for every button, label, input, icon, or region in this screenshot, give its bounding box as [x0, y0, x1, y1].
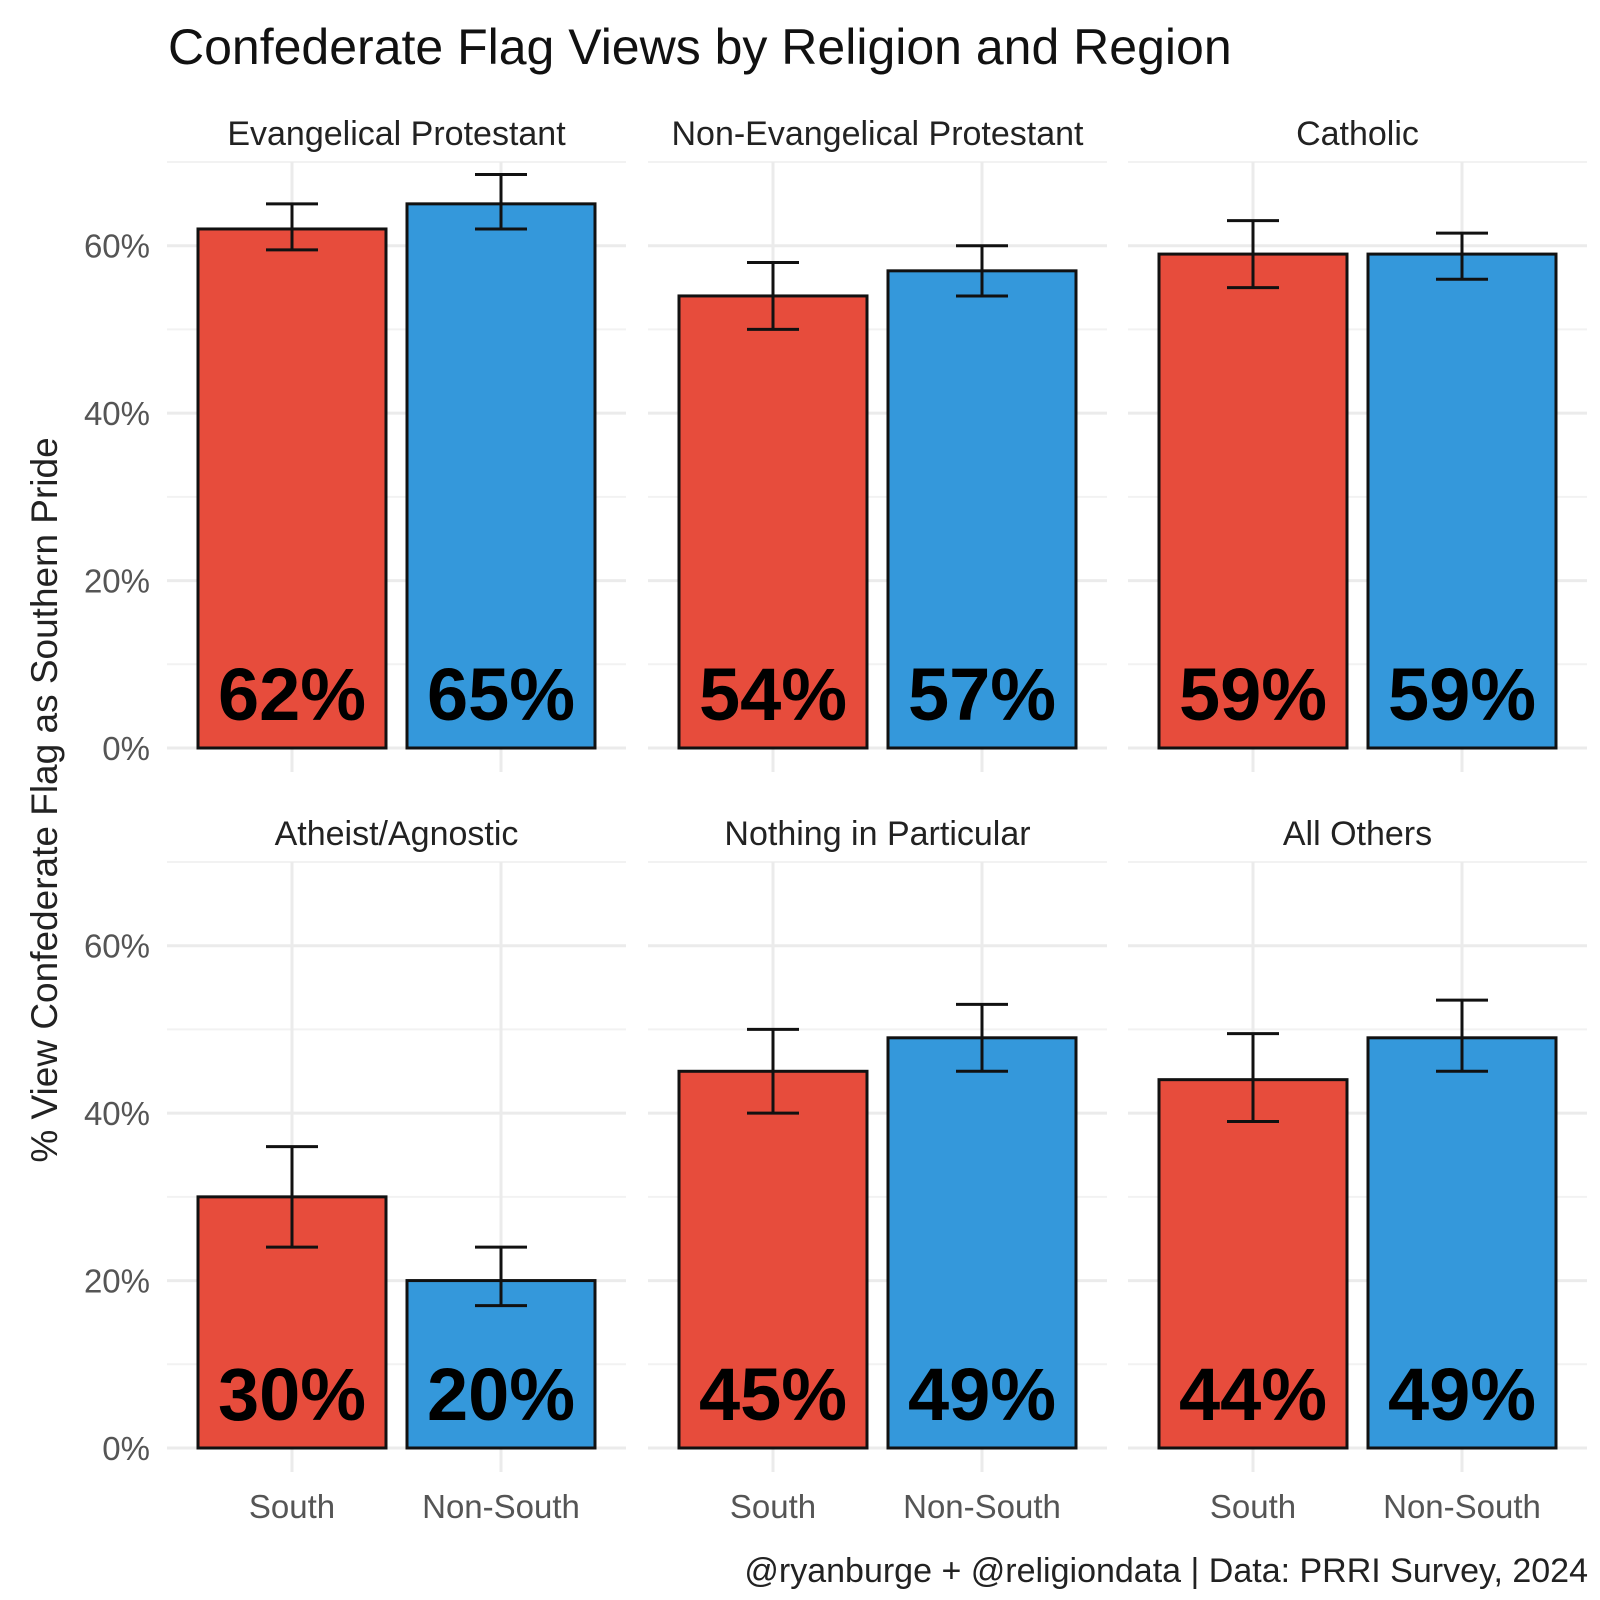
bar-value-label: 59%: [1179, 653, 1327, 736]
chart-title: Confederate Flag Views by Religion and R…: [168, 19, 1232, 75]
bar-south: [677, 1069, 869, 1450]
facet-panel: All Others 44% South 49% Non-South: [1128, 815, 1587, 1525]
bar-value-label: 30%: [218, 1353, 366, 1436]
bar-value-label: 45%: [699, 1353, 847, 1436]
y-tick-label: 20%: [84, 1263, 150, 1300]
bar-non-south: [405, 1279, 597, 1450]
facet-panel: Non-Evangelical Protestant 54% 57%: [648, 115, 1107, 772]
bar-value-label: 20%: [427, 1353, 575, 1436]
facet-panel: Nothing in Particular 45% South 49% Non-Sout…: [648, 815, 1107, 1525]
y-axis-title: % View Confederate Flag as Southern Prid…: [24, 437, 65, 1162]
bar-value-label: 54%: [699, 653, 847, 736]
bar-value-label: 49%: [1388, 1353, 1536, 1436]
facet-strip-label: Atheist/Agnostic: [275, 815, 519, 853]
x-tick-label: Non-South: [903, 1488, 1061, 1525]
bar-value-label: 57%: [908, 653, 1056, 736]
bar-value-label: 49%: [908, 1353, 1056, 1436]
facet-panel: Atheist/Agnostic 0% 20% 40% 60% 30% South 20% No…: [84, 815, 626, 1525]
facet-panels: Evangelical Protestant 0% 20% 40% 60% 62% 65% N…: [84, 115, 1587, 1525]
chart-caption: @ryanburge + @religiondata | Data: PRRI …: [744, 1552, 1588, 1590]
x-tick-label: Non-South: [422, 1488, 580, 1525]
bar-south: [1157, 252, 1349, 750]
x-tick-label: Non-South: [1383, 1488, 1541, 1525]
y-tick-label: 40%: [84, 1095, 150, 1132]
y-tick-label: 0%: [102, 1430, 150, 1467]
x-tick-label: South: [730, 1488, 816, 1525]
facet-strip-label: Catholic: [1296, 115, 1419, 153]
facet-panel: Catholic 59% 59%: [1128, 115, 1587, 772]
y-tick-label: 20%: [84, 563, 150, 600]
bar-south: [677, 294, 869, 750]
bar-south: [1157, 1078, 1349, 1450]
bar-non-south: [886, 1036, 1078, 1450]
y-tick-label: 0%: [102, 730, 150, 767]
bar-value-label: 59%: [1388, 653, 1536, 736]
bar-non-south: [1366, 252, 1558, 750]
bar-value-label: 65%: [427, 653, 575, 736]
facet-strip-label: Evangelical Protestant: [227, 115, 566, 153]
facet-panel: Evangelical Protestant 0% 20% 40% 60% 62% 65%: [84, 115, 626, 772]
x-tick-label: South: [249, 1488, 335, 1525]
bar-non-south: [1366, 1036, 1558, 1450]
facet-strip-label: Nothing in Particular: [724, 815, 1030, 853]
bar-non-south: [886, 269, 1078, 750]
y-tick-label: 40%: [84, 395, 150, 432]
y-tick-label: 60%: [84, 928, 150, 965]
bar-non-south: [405, 202, 597, 750]
x-tick-label: South: [1210, 1488, 1296, 1525]
y-tick-label: 60%: [84, 228, 150, 265]
bar-value-label: 62%: [218, 653, 366, 736]
facet-strip-label: Non-Evangelical Protestant: [671, 115, 1084, 153]
bar-value-label: 44%: [1179, 1353, 1327, 1436]
facet-strip-label: All Others: [1283, 815, 1432, 853]
